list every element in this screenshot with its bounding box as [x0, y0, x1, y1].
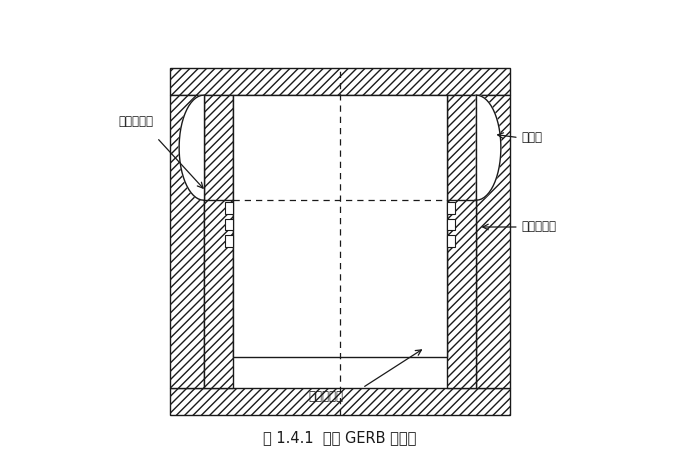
Text: 图 1.4.1  圆筒 GERB 阻尼器: 图 1.4.1 圆筒 GERB 阻尼器 [263, 429, 417, 444]
Bar [170, 69, 510, 96]
Text: 阻尼器外壳: 阻尼器外壳 [521, 220, 556, 233]
Bar [170, 96, 204, 388]
Text: 保护套: 保护套 [521, 131, 542, 143]
Bar [447, 203, 456, 214]
Bar [204, 96, 233, 388]
Polygon shape [476, 96, 501, 201]
Bar [224, 203, 233, 214]
Bar [447, 96, 476, 388]
Bar [233, 96, 447, 357]
Bar [447, 219, 456, 231]
Polygon shape [179, 96, 204, 201]
Text: 阻尼器液体: 阻尼器液体 [119, 115, 154, 128]
Bar [476, 96, 510, 388]
Bar [170, 388, 510, 415]
Text: 阻尼器活塞: 阻尼器活塞 [309, 389, 343, 402]
Bar [447, 236, 456, 247]
Bar [224, 219, 233, 231]
Bar [224, 236, 233, 247]
